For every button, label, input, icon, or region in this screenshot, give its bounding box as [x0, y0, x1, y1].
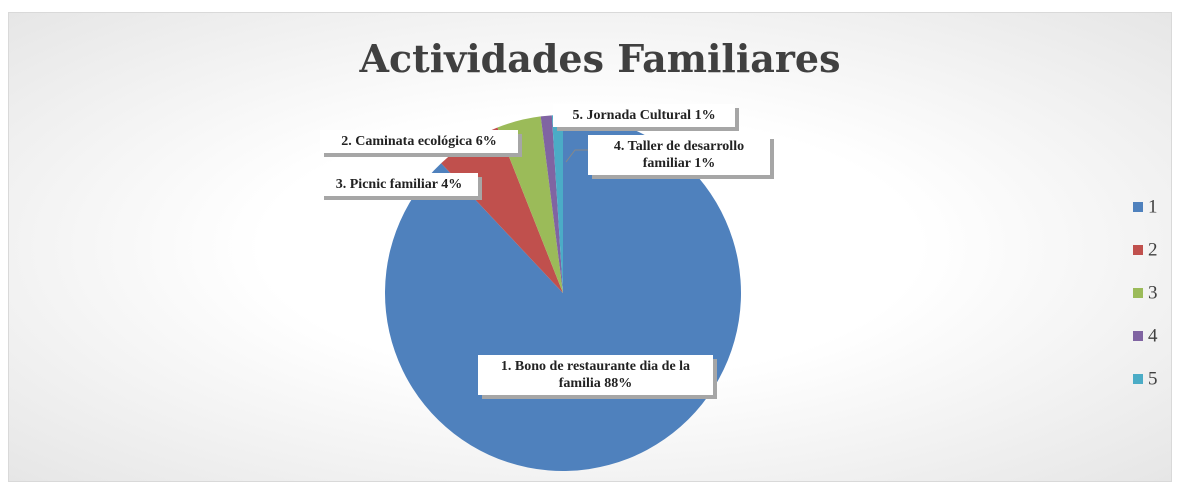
data-label: 1. Bono de restaurante dia de la familia… — [478, 355, 713, 395]
leader-line — [565, 149, 590, 163]
data-label: 3. Picnic familiar 4% — [320, 173, 478, 196]
legend-label: 1 — [1148, 196, 1158, 217]
pie-slice — [441, 127, 563, 293]
legend-swatch — [1133, 374, 1143, 384]
data-label: 5. Jornada Cultural 1% — [553, 104, 735, 127]
data-label-name: 4. Taller de desarrollo familiar — [613, 139, 745, 171]
pie-slice — [540, 115, 563, 293]
data-label-value: 6% — [475, 134, 497, 149]
data-label-value: 1% — [694, 156, 716, 171]
pie-slice — [551, 115, 563, 293]
data-label: 4. Taller de desarrollo familiar 1% — [588, 135, 770, 175]
legend-label: 5 — [1148, 368, 1158, 389]
data-label-name: 3. Picnic familiar — [335, 177, 438, 192]
data-label: 2. Caminata ecológica 6% — [320, 130, 518, 153]
pie-slice — [497, 116, 563, 293]
chart-title: Actividades Familiares — [359, 36, 841, 81]
legend-swatch — [1133, 202, 1143, 212]
data-label-value: 4% — [441, 177, 463, 192]
legend-swatch — [1133, 288, 1143, 298]
data-label-value: 1% — [694, 108, 716, 123]
data-label-name: 5. Jornada Cultural — [572, 108, 692, 123]
legend-label: 3 — [1148, 282, 1158, 303]
data-label-name: 1. Bono de restaurante dia de la familia — [500, 359, 691, 391]
legend-swatch — [1133, 245, 1143, 255]
legend-label: 2 — [1148, 239, 1158, 260]
data-label-value: 88% — [604, 376, 633, 391]
legend-label: 4 — [1148, 325, 1158, 346]
legend-swatch — [1133, 331, 1143, 341]
data-label-name: 2. Caminata ecológica — [341, 134, 473, 149]
